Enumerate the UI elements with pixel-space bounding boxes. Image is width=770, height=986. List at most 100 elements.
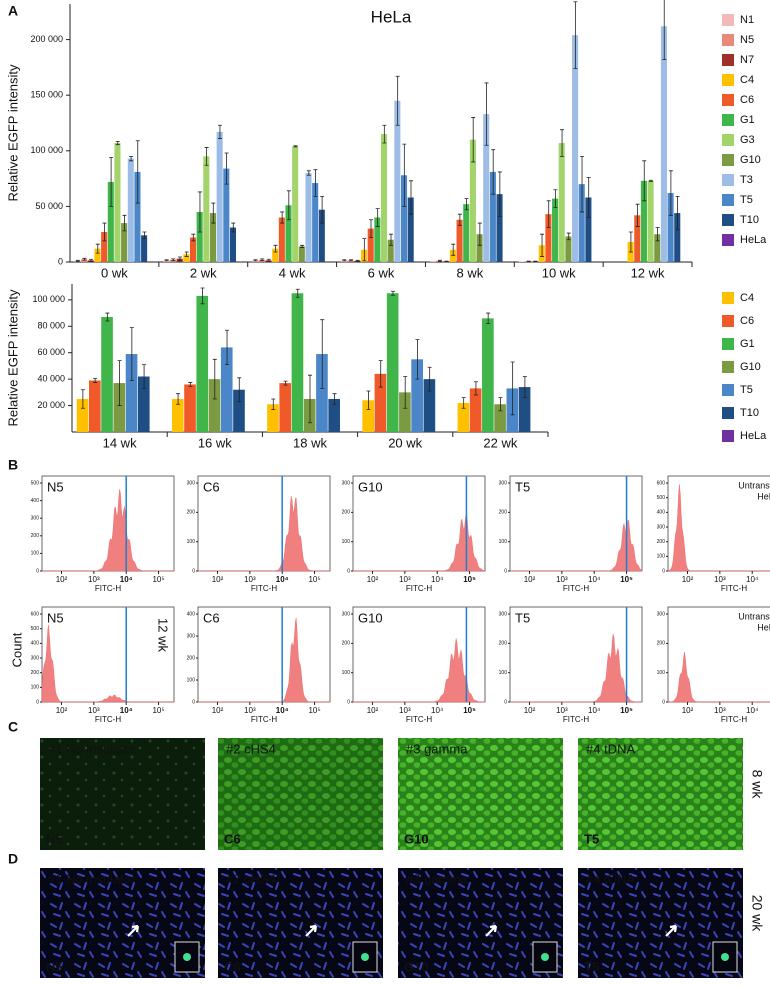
bar: [208, 379, 221, 432]
y-tick-label: 0: [36, 699, 39, 705]
error-bar: [253, 259, 258, 262]
histogram: [668, 651, 770, 703]
x-tick-label: 10³: [88, 706, 100, 715]
y-tick-label: 100: [187, 539, 196, 545]
x-tick-label: 18 wk: [293, 435, 327, 450]
error-bar: [402, 143, 407, 207]
error-bar: [177, 256, 182, 261]
y-tick-label: 0: [504, 568, 507, 574]
bar: [381, 134, 388, 262]
y-tick-label: 200: [657, 641, 666, 647]
legend-swatch: [722, 338, 734, 350]
x-axis-label: FITC-H: [406, 715, 432, 724]
error-bar: [437, 259, 442, 262]
error-bar: [212, 358, 217, 400]
plot-label: T5: [515, 610, 530, 625]
panel-title: #4 tDNA: [586, 871, 635, 886]
y-tick-label: 0: [192, 699, 195, 705]
error-bar: [184, 251, 189, 257]
x-axis-label: FITC-H: [563, 584, 589, 593]
bar: [552, 198, 559, 262]
arrow: [485, 924, 498, 937]
bar: [298, 246, 305, 262]
bar: [272, 248, 279, 262]
legend-label: G1: [740, 338, 755, 350]
bar: [518, 261, 525, 262]
legend-label: T3: [740, 174, 753, 186]
bar: [374, 373, 387, 432]
error-bar: [471, 117, 476, 163]
bar: [285, 205, 292, 262]
bar: [125, 354, 138, 432]
legend-label: T10: [740, 214, 759, 226]
error-bar: [117, 360, 122, 406]
y-tick-label: 80 000: [37, 321, 65, 331]
signal-dot: [541, 953, 549, 961]
plot-label: Untransformed: [738, 611, 770, 621]
y-tick-label: 300: [499, 480, 508, 486]
error-bar: [200, 287, 205, 305]
legend-swatch: [722, 114, 734, 126]
histogram: [198, 496, 330, 572]
error-bar: [628, 231, 633, 253]
bar: [305, 173, 312, 262]
y-tick-label: 500: [657, 495, 666, 501]
bar: [94, 248, 101, 262]
error-bar: [540, 233, 545, 257]
bar: [279, 383, 292, 432]
panel-title: #1 No insulator: [48, 871, 136, 886]
micrograph-shade: [578, 738, 743, 850]
x-tick-label: 10⁵: [308, 575, 320, 584]
legend-swatch: [722, 384, 734, 396]
legend-swatch: [722, 54, 734, 66]
clone-label: N5: [46, 959, 63, 974]
legend-swatch: [722, 154, 734, 166]
error-bar: [388, 233, 393, 246]
micrograph-shade: [398, 738, 563, 850]
legend-swatch: [722, 430, 734, 442]
error-bar: [522, 376, 527, 399]
bar: [394, 100, 401, 262]
x-tick-label: 10⁴: [588, 575, 601, 584]
bar: [400, 175, 408, 262]
x-tick-label: 10²: [524, 706, 536, 715]
bar: [456, 219, 463, 262]
legend-label: G1: [740, 114, 755, 126]
bar: [312, 183, 319, 262]
error-bar: [129, 155, 134, 162]
bar: [476, 234, 483, 262]
error-bar: [171, 258, 176, 262]
x-tick-label: 10²: [367, 575, 379, 584]
error-bar: [533, 260, 538, 263]
bar: [429, 260, 436, 262]
panel-title: #3 gamma: [406, 741, 468, 756]
error-bar: [204, 147, 209, 166]
error-bar: [403, 376, 408, 409]
plot-label: N5: [47, 610, 64, 625]
plot-frame: [41, 606, 175, 703]
error-bar: [225, 329, 230, 366]
error-bar: [313, 169, 318, 197]
bar: [367, 228, 374, 262]
error-bar: [300, 244, 305, 248]
clone-label: T5: [584, 959, 599, 974]
bar: [203, 156, 210, 262]
legend-swatch: [722, 407, 734, 419]
legend-swatch: [722, 14, 734, 26]
x-axis-label: FITC-H: [563, 715, 589, 724]
bar: [196, 211, 203, 262]
error-bar: [293, 145, 298, 148]
bar: [113, 383, 126, 432]
bar: [291, 293, 304, 432]
y-tick-label: 600: [31, 611, 40, 617]
error-bar: [484, 82, 489, 146]
bar: [171, 398, 184, 432]
error-bar: [486, 312, 491, 325]
signal-dot: [361, 953, 369, 961]
legend-label: C6: [740, 94, 754, 106]
y-tick-label: 300: [342, 611, 351, 617]
legend-label: T5: [740, 384, 753, 396]
x-tick-label: 10⁵: [620, 706, 633, 715]
plot-frame: [197, 606, 331, 703]
y-tick-label: 300: [657, 611, 666, 617]
